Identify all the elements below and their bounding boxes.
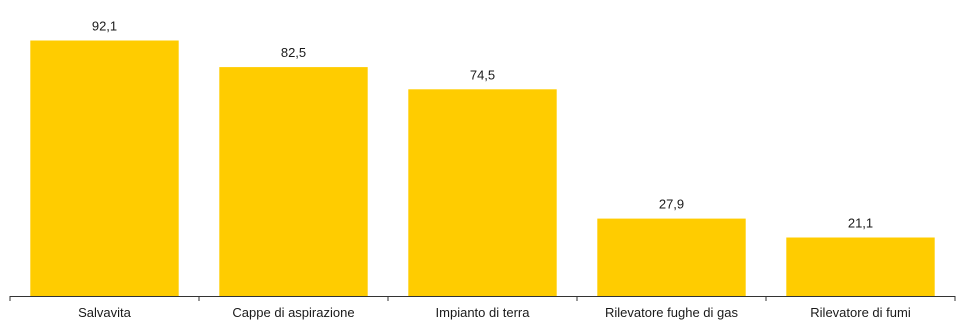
bars-group [30, 40, 935, 296]
category-labels-group: Salvavita Cappe di aspirazione Impianto di… [78, 305, 911, 320]
bar-3 [597, 218, 746, 296]
category-label-3: Rilevatore fughe di gas [605, 305, 738, 320]
bar-4 [786, 237, 935, 296]
value-label-3: 27,9 [659, 197, 684, 212]
bar-0 [30, 40, 179, 296]
x-axis [9, 296, 956, 301]
value-label-2: 74,5 [470, 67, 495, 82]
value-labels-group: 92,1 82,5 74,5 27,9 21,1 [92, 19, 873, 231]
category-label-1: Cappe di aspirazione [232, 305, 354, 320]
bar-1 [219, 67, 368, 296]
bar-2 [408, 89, 557, 296]
category-label-0: Salvavita [78, 305, 132, 320]
value-label-4: 21,1 [848, 216, 873, 231]
value-label-1: 82,5 [281, 45, 306, 60]
value-label-0: 92,1 [92, 19, 117, 34]
category-label-4: Rilevatore di fumi [810, 305, 911, 320]
category-label-2: Impianto di terra [436, 305, 531, 320]
